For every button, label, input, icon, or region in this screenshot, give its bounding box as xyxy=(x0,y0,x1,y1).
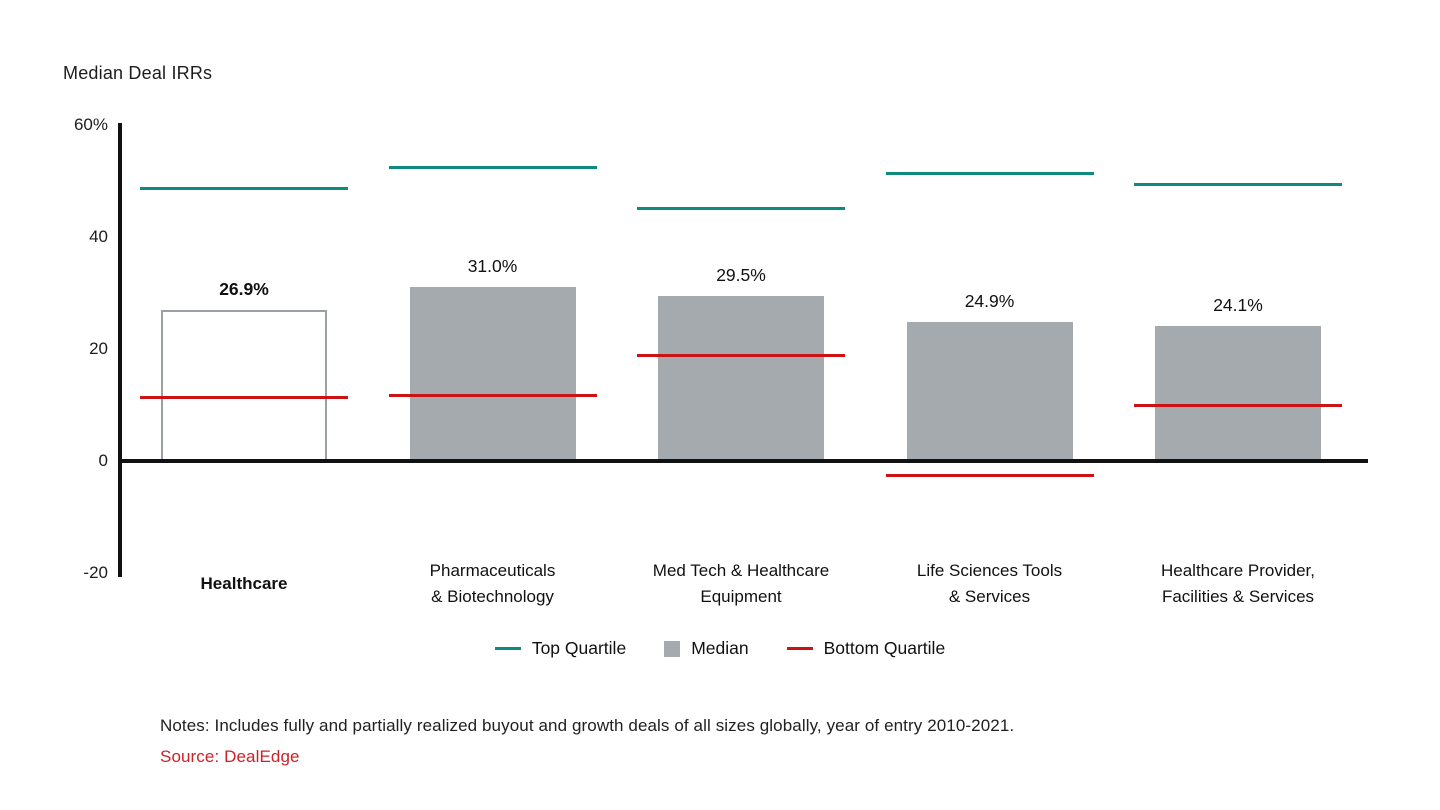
bottom-quartile-line xyxy=(140,395,348,399)
legend-item-top-quartile: Top Quartile xyxy=(494,638,627,659)
top-quartile-line xyxy=(637,206,845,210)
x-axis-line xyxy=(118,459,1368,463)
median-value-label: 31.0% xyxy=(467,256,518,277)
median-square-swatch-icon xyxy=(664,640,681,657)
bottom-quartile-line xyxy=(885,474,1094,477)
top-quartile-line xyxy=(388,166,597,169)
chart-legend: Top Quartile Median Bottom Quartile xyxy=(0,638,1440,659)
median-value-label: 29.5% xyxy=(716,264,766,285)
legend-label: Median xyxy=(691,638,749,658)
chart-source: Source: DealEdge xyxy=(160,747,300,766)
y-axis-tick-label: -20 xyxy=(83,563,108,582)
median-bar xyxy=(906,321,1073,461)
chart-title: Median Deal IRRs xyxy=(63,63,213,83)
category-label: Life Sciences Tools & Services xyxy=(916,561,1063,606)
legend-label: Bottom Quartile xyxy=(823,638,946,658)
bottom-quartile-line xyxy=(1134,404,1342,407)
median-value-label: 24.9% xyxy=(964,290,1015,311)
median-bar xyxy=(658,295,824,461)
top-quartile-line-swatch-icon xyxy=(494,647,521,650)
median-bar xyxy=(409,287,576,461)
bottom-quartile-line-swatch-icon xyxy=(786,647,813,650)
category-label: Pharmaceuticals & Biotechnology xyxy=(429,561,556,606)
y-axis-line xyxy=(118,123,122,577)
legend-item-bottom-quartile: Bottom Quartile xyxy=(786,638,946,659)
y-axis-tick-label: 0 xyxy=(98,451,108,470)
category-label: Healthcare xyxy=(200,574,288,593)
legend-item-median: Median xyxy=(664,638,749,659)
y-axis-tick-label: 40 xyxy=(89,227,108,246)
legend-label: Top Quartile xyxy=(531,638,627,658)
median-bar xyxy=(1155,326,1321,461)
category-label: Med Tech & Healthcare Equipment xyxy=(652,561,830,606)
y-axis-tick-label: 20 xyxy=(89,339,108,358)
top-quartile-line xyxy=(885,171,1094,175)
top-quartile-line xyxy=(1134,182,1342,186)
median-bar xyxy=(161,310,327,461)
chart-notes: Notes: Includes fully and partially real… xyxy=(160,716,1015,735)
top-quartile-line xyxy=(140,186,348,190)
median-value-label: 24.1% xyxy=(1213,295,1263,316)
bottom-quartile-line xyxy=(637,353,845,357)
y-axis-tick-label: 60% xyxy=(73,115,108,134)
median-value-label: 26.9% xyxy=(219,279,269,300)
bottom-quartile-line xyxy=(388,393,597,397)
category-label: Healthcare Provider, Facilities & Servic… xyxy=(1160,561,1316,606)
